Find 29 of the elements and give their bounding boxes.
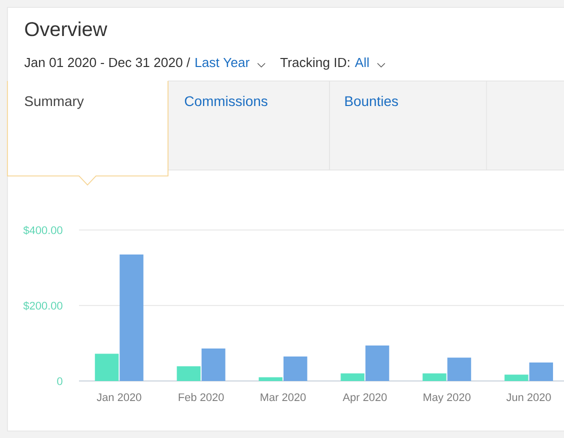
bar [94, 354, 119, 381]
y-tick-label: $400.00 [23, 226, 62, 235]
chart-title: Overview [25, 22, 108, 36]
text: Tracking ID: [280, 57, 350, 70]
x-tick-label: Mar 2020 [260, 393, 306, 402]
bar [365, 346, 390, 381]
x-tick-label: May 2020 [424, 393, 470, 404]
text: Last Year [196, 58, 250, 68]
bar [258, 377, 283, 381]
x-tick-label: Feb 2020 [178, 393, 224, 402]
bar [283, 356, 308, 381]
x-tick-label: Jan 2020 [96, 393, 142, 402]
bar [529, 362, 554, 381]
bar [120, 254, 144, 381]
text: Commissions [184, 96, 268, 106]
bar [504, 374, 528, 381]
x-tick-label: Jun 2020 [506, 393, 551, 402]
text: Summary [24, 96, 84, 109]
bar [422, 373, 446, 381]
x-tick-label: Apr 2020 [342, 393, 387, 404]
bar [340, 373, 364, 381]
text: Bounties [345, 96, 398, 106]
text: All [354, 57, 369, 67]
bar [176, 366, 201, 381]
bar [447, 358, 472, 381]
bar [202, 348, 226, 381]
y-tick-label: 0 [57, 377, 62, 386]
text: Jan 01 2020 - Dec 31 2020 / [24, 57, 190, 68]
y-tick-label: $200.00 [23, 301, 62, 310]
